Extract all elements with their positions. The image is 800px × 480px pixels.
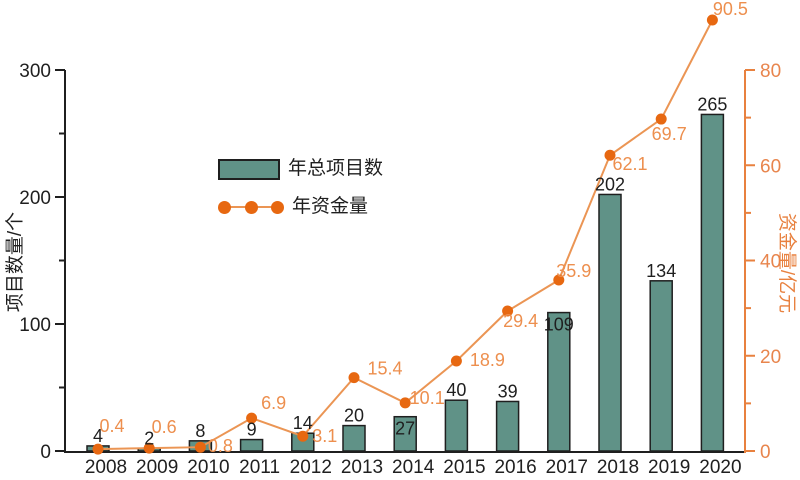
right-axis-tick-label: 20 (760, 347, 781, 368)
bar-value-label: 14 (293, 413, 313, 433)
marker-2016 (502, 305, 514, 317)
bar-value-label: 40 (446, 380, 466, 400)
bar-value-label: 2 (144, 428, 154, 448)
marker-2014 (399, 397, 411, 409)
marker-2011 (246, 412, 258, 424)
bar-value-label: 27 (395, 419, 415, 439)
marker-2015 (450, 355, 462, 367)
bar-2019 (649, 280, 673, 452)
marker-2020 (706, 14, 718, 26)
right-axis-tick-label: 40 (760, 252, 781, 273)
marker-2013 (348, 372, 360, 384)
x-axis-tick-label: 2009 (136, 457, 178, 478)
legend-label-funding: 年资金量 (292, 196, 369, 217)
bar-value-label: 4 (93, 426, 103, 446)
funding-value-label: 62.1 (612, 154, 647, 174)
bar-value-label: 8 (195, 421, 205, 441)
funding-value-label: 18.9 (470, 350, 505, 370)
bar-value-label: 39 (498, 381, 518, 401)
x-axis-tick-label: 2016 (494, 457, 536, 478)
funding-value-label: 29.4 (503, 311, 538, 331)
x-axis-tick-label: 2019 (648, 457, 690, 478)
x-axis-tick-label: 2020 (699, 457, 741, 478)
bar-swatch-icon (218, 158, 280, 180)
funding-value-label: 0.4 (99, 416, 124, 436)
bar-value-label: 134 (646, 261, 676, 281)
funding-value-label: 35.9 (556, 261, 591, 281)
bar-2011 (239, 438, 264, 452)
left-axis-tick-label: 0 (40, 442, 51, 463)
x-axis-tick-label: 2015 (443, 457, 485, 478)
bar-2018 (598, 193, 622, 452)
legend-label-projects: 年总项目数 (288, 158, 384, 179)
funding-value-label: 3.1 (312, 426, 337, 446)
bar-2020 (700, 113, 725, 452)
bar-value-label: 9 (247, 420, 257, 440)
left-axis-tick-label: 200 (19, 188, 51, 209)
right-axis-title: 资金量/亿元 (776, 212, 797, 314)
funding-value-label: 15.4 (367, 359, 402, 379)
bar-2016 (495, 400, 520, 452)
marker-2017 (553, 274, 565, 286)
bar-value-label: 265 (697, 94, 727, 114)
right-axis-tick-label: 0 (760, 442, 771, 463)
bar-value-label: 109 (544, 315, 574, 335)
right-axis-tick-label: 60 (760, 156, 781, 177)
left-axis-title: 项目数量/个 (5, 211, 26, 313)
marker-2009 (143, 442, 155, 454)
marker-2012 (297, 430, 309, 442)
funding-value-label: 0.6 (152, 417, 177, 437)
x-axis-tick-label: 2010 (187, 457, 229, 478)
marker-2018 (604, 149, 616, 161)
left-axis-tick-label: 100 (19, 315, 51, 336)
legend-item-funding: 年资金量 (218, 196, 368, 218)
funding-value-label: 69.7 (652, 124, 687, 144)
bar-2015 (444, 399, 469, 452)
funding-value-label: 10.1 (410, 388, 445, 408)
marker-2008 (92, 443, 104, 455)
line-markers-swatch-icon (218, 196, 284, 218)
right-axis-tick-label: 80 (760, 61, 781, 82)
funding-value-label: 0.8 (208, 436, 233, 456)
funding-value-label: 6.9 (261, 393, 286, 413)
x-axis-tick-label: 2008 (85, 457, 127, 478)
bar-value-label: 20 (344, 406, 364, 426)
x-axis-tick-label: 2013 (341, 457, 383, 478)
bar-2013 (342, 424, 366, 452)
x-axis-tick-label: 2011 (239, 457, 280, 478)
legend-item-projects: 年总项目数 (218, 158, 383, 180)
bar-value-label: 202 (595, 174, 625, 194)
left-axis-tick-label: 300 (19, 61, 51, 82)
x-axis-tick-label: 2017 (546, 457, 588, 478)
x-axis-tick-label: 2014 (392, 457, 435, 478)
funding-value-label: 90.5 (713, 0, 748, 19)
x-axis-tick-label: 2012 (290, 457, 332, 478)
marker-2019 (655, 113, 667, 125)
x-axis-tick-label: 2018 (597, 457, 639, 478)
marker-2010 (194, 441, 206, 453)
